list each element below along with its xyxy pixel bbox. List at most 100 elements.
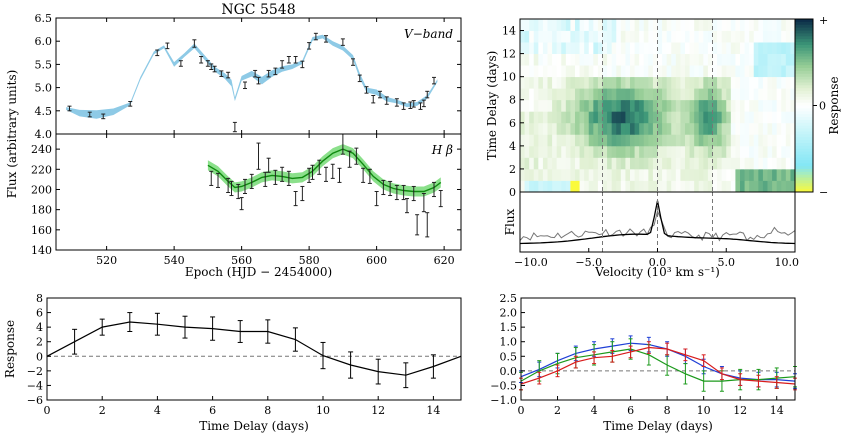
heatmap-cell — [726, 65, 732, 78]
colorbar-step — [795, 128, 813, 132]
heatmap-cell — [520, 111, 525, 124]
heatmap-cell — [689, 157, 695, 170]
heatmap-cell — [533, 19, 539, 31]
heatmap-cell — [634, 99, 640, 112]
heatmap-cell — [570, 30, 576, 43]
heatmap-cell — [648, 76, 654, 89]
heatmap-cell — [758, 134, 764, 147]
heatmap-cell — [593, 99, 599, 112]
heatmap-cell — [735, 145, 741, 158]
x-axis-label: Epoch (HJD − 2454000) — [185, 265, 332, 279]
heatmap-cell — [689, 30, 695, 43]
y-tick-label: 2 — [509, 163, 516, 176]
heatmap-cell — [556, 111, 562, 124]
heatmap-cell — [735, 122, 741, 135]
heatmap-cell — [538, 30, 544, 43]
heatmap-cell — [634, 111, 640, 124]
colorbar-step — [795, 36, 813, 40]
heatmap-cell — [698, 65, 704, 78]
heatmap-cell — [556, 53, 562, 66]
heatmap-cell — [611, 65, 617, 78]
heatmap-cell — [767, 30, 773, 43]
heatmap-cell — [781, 111, 787, 124]
heatmap-cell — [772, 76, 778, 89]
heatmap-cell — [703, 53, 709, 66]
heatmap-cell — [561, 88, 567, 101]
rms-spectrum-line — [519, 209, 796, 242]
heatmap-cell — [570, 53, 576, 66]
heatmap-cell — [758, 122, 764, 135]
heatmap-cell — [579, 134, 585, 147]
heatmap-cell — [666, 157, 672, 170]
heatmap-cell — [776, 53, 782, 66]
heatmap-cell — [634, 65, 640, 78]
heatmap-cell — [675, 53, 681, 66]
heatmap-cell — [772, 122, 778, 135]
heatmap-cell — [643, 76, 649, 89]
heatmap-cell — [730, 65, 736, 78]
heatmap-cell — [712, 42, 718, 54]
x-tick-label: 10.0 — [775, 256, 800, 269]
heatmap-cell — [785, 53, 791, 66]
heatmap-cell — [698, 42, 704, 54]
heatmap-cell — [561, 53, 567, 66]
heatmap-cell — [630, 65, 635, 78]
heatmap-cell — [657, 30, 663, 43]
heatmap-cell — [730, 157, 736, 170]
heatmap-cell — [565, 42, 571, 54]
heatmap-cell — [625, 157, 631, 170]
heatmap-cell — [579, 168, 585, 181]
heatmap-cell — [740, 168, 745, 181]
heatmap-cell — [570, 65, 576, 78]
heatmap-cell — [547, 19, 553, 31]
heatmap-cell — [643, 122, 649, 135]
heatmap-cell — [611, 122, 617, 135]
heatmap-cell — [593, 168, 599, 181]
heatmap-cell — [584, 180, 590, 193]
heatmap-cell — [611, 76, 617, 89]
y-tick-label: 4.0 — [35, 128, 53, 141]
heatmap-cell — [584, 134, 590, 147]
heatmap-cell — [602, 76, 608, 89]
heatmap-cell — [588, 99, 594, 112]
panel-V-band: 4.0 4.5 5.0 5.5 6.0 6.5 V−band — [35, 12, 462, 141]
heatmap-cell — [625, 19, 631, 31]
heatmap-cell — [639, 180, 645, 193]
heatmap-cell — [671, 180, 677, 193]
heatmap-cell — [639, 88, 645, 101]
heatmap-cell — [547, 42, 553, 54]
heatmap-cell — [726, 19, 732, 31]
y-tick-label: 160 — [31, 224, 52, 237]
heatmap-cell — [561, 30, 567, 43]
heatmap-cell — [552, 76, 558, 89]
colorbar-step — [795, 119, 813, 124]
heatmap-cell — [520, 180, 525, 193]
heatmap-cell — [762, 19, 768, 31]
heatmap-cell — [538, 157, 544, 170]
heatmap-cell — [671, 19, 677, 31]
heatmap-cell — [652, 65, 658, 78]
heatmap-cell — [790, 76, 796, 89]
heatmap-cell — [652, 145, 658, 158]
heatmap-cell — [744, 145, 750, 158]
heatmap-cell — [625, 180, 631, 193]
colorbar-step — [795, 30, 813, 34]
heatmap-cell — [552, 122, 558, 135]
colorbar-step — [795, 134, 813, 138]
heatmap-cell — [749, 111, 755, 124]
x-axis-label: Time Delay (days) — [199, 419, 309, 433]
heatmap-cell — [643, 134, 649, 147]
heatmap-cell — [639, 122, 645, 135]
heatmap-cell — [538, 42, 544, 54]
heatmap-cell — [602, 134, 608, 147]
heatmap-cell — [776, 65, 782, 78]
heatmap-cell — [707, 111, 713, 124]
heatmap-cell — [717, 53, 723, 66]
heatmap-cell — [703, 76, 709, 89]
heatmap-cell — [785, 122, 791, 135]
colorbar-step — [795, 180, 813, 184]
heatmap-cell — [547, 180, 553, 193]
heatmap-cell — [529, 145, 535, 158]
x-tick-label: 8 — [264, 404, 271, 417]
heatmap-cell — [565, 111, 571, 124]
